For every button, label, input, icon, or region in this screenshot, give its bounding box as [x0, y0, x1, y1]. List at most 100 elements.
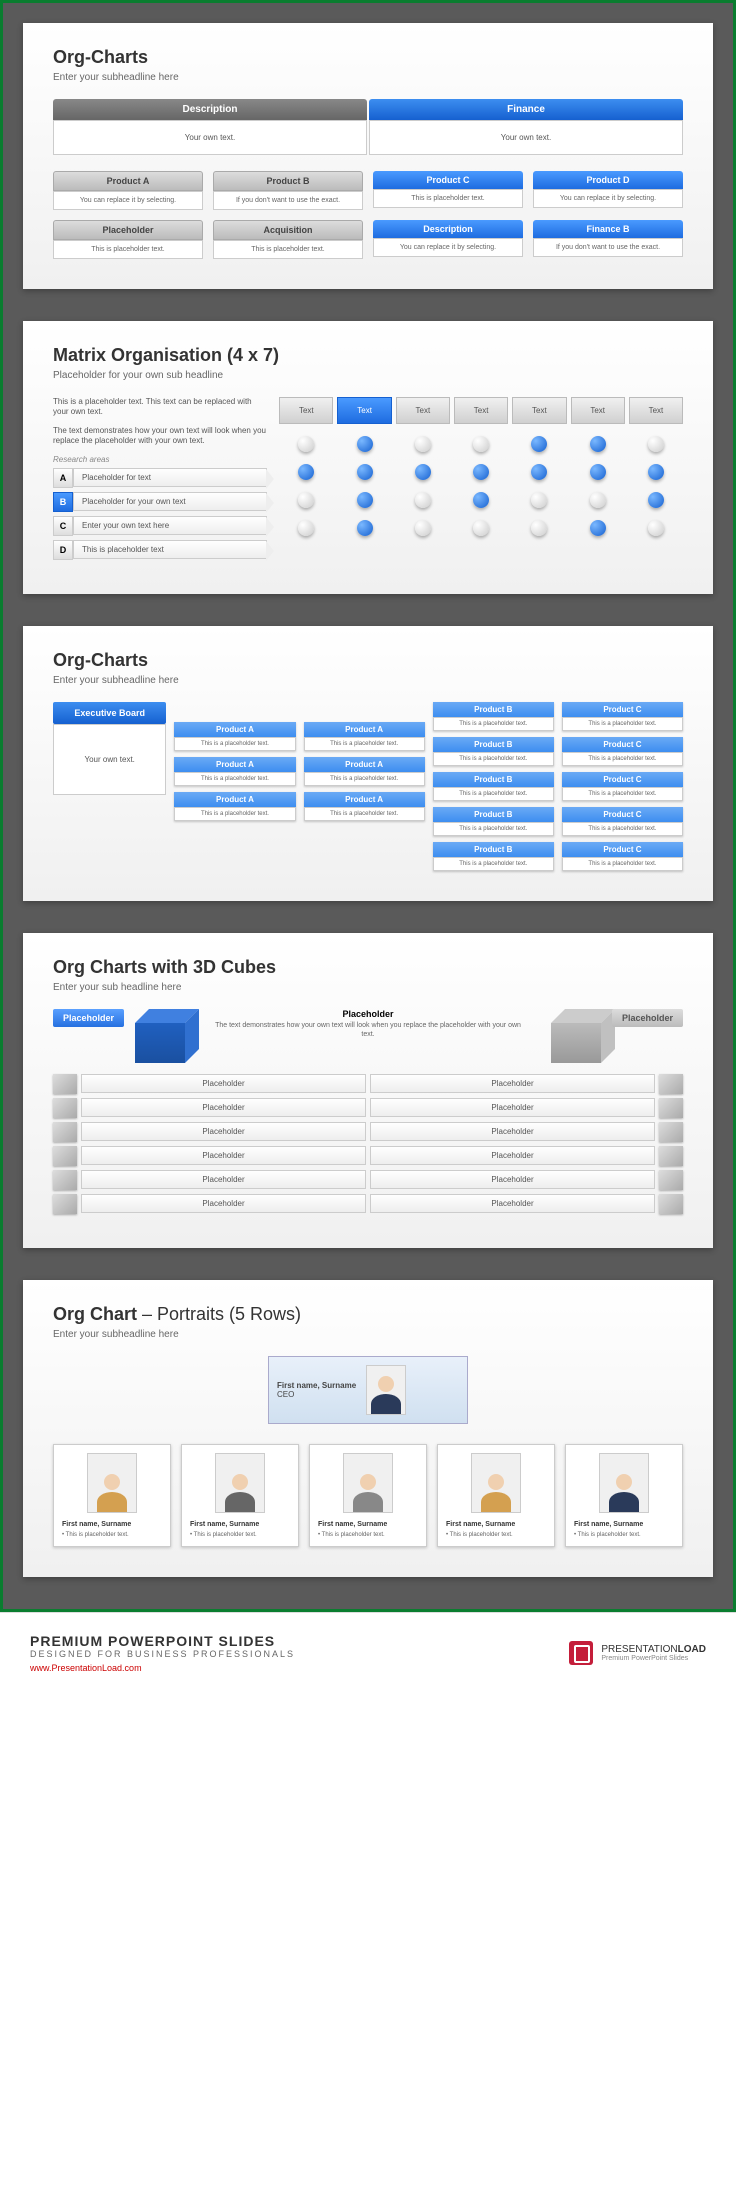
item-header: Product C	[562, 807, 683, 822]
org-item: Product C This is a placeholder text.	[562, 737, 683, 766]
grid-cell: Finance B If you don't want to use the e…	[533, 220, 683, 259]
cell-label: Product B	[213, 171, 363, 191]
exec-body: Your own text.	[53, 724, 166, 795]
footer-tagline: Designed for Business Professionals	[30, 1649, 295, 1659]
person-card: First name, Surname • This is placeholde…	[53, 1444, 171, 1547]
placeholder-tag-right: Placeholder	[612, 1009, 683, 1027]
column-tag: Text	[396, 397, 450, 424]
cell-label: Description	[373, 220, 523, 238]
slide-portraits: Org Chart – Portraits (5 Rows) Enter you…	[23, 1280, 713, 1577]
org-item: Product B This is a placeholder text.	[433, 807, 554, 836]
matrix-dot	[298, 492, 314, 508]
matrix-dot	[590, 520, 606, 536]
item-header: Product C	[562, 702, 683, 717]
row-label: This is placeholder text	[73, 540, 267, 559]
grid-cell: Product C This is placeholder text.	[373, 171, 523, 210]
small-cube-icon	[53, 1074, 77, 1094]
column-tag: Text	[629, 397, 683, 424]
item-header: Product B	[433, 842, 554, 857]
item-header: Product B	[433, 702, 554, 717]
matrix-dot	[590, 492, 606, 508]
person-name: First name, Surname	[190, 1521, 290, 1528]
item-body: This is a placeholder text.	[433, 787, 554, 801]
matrix-row: D This is placeholder text	[53, 540, 267, 560]
row-label: Enter your own text here	[73, 516, 267, 535]
slide-subtitle: Enter your subheadline here	[53, 675, 683, 686]
slide-subtitle: Enter your sub headline here	[53, 982, 683, 993]
matrix-dot	[415, 436, 431, 452]
avatar-icon	[599, 1453, 649, 1513]
footer-url: www.PresentationLoad.com	[30, 1663, 295, 1673]
cell-text: This is placeholder text.	[213, 240, 363, 259]
matrix-dot	[531, 464, 547, 480]
matrix-dot	[648, 464, 664, 480]
item-body: This is a placeholder text.	[562, 752, 683, 766]
matrix-dot	[357, 520, 373, 536]
item-body: This is a placeholder text.	[562, 787, 683, 801]
org-item: Product A This is a placeholder text.	[304, 757, 425, 786]
small-cube-icon	[659, 1074, 683, 1094]
org-item: Product A This is a placeholder text.	[174, 722, 295, 751]
person-text: • This is placeholder text.	[190, 1532, 290, 1538]
cube-row: Placeholder Placeholder	[53, 1122, 683, 1142]
ceo-card: First name, Surname CEO	[268, 1356, 468, 1424]
item-header: Product A	[174, 757, 295, 772]
column-body: Your own text.	[53, 120, 367, 155]
matrix-dot	[531, 436, 547, 452]
item-body: This is a placeholder text.	[562, 857, 683, 871]
row-letter-badge: C	[53, 516, 73, 536]
cell-text: If you don't want to use the exact.	[213, 191, 363, 210]
cell-text: This is placeholder text.	[53, 240, 203, 259]
matrix-dot	[473, 520, 489, 536]
cube-row: Placeholder Placeholder	[53, 1098, 683, 1118]
matrix-dot	[357, 492, 373, 508]
matrix-dot	[473, 436, 489, 452]
matrix-dot	[415, 464, 431, 480]
avatar-icon	[343, 1453, 393, 1513]
item-body: This is a placeholder text.	[304, 772, 425, 786]
org-item: Product A This is a placeholder text.	[174, 757, 295, 786]
grid-cell: Placeholder This is placeholder text.	[53, 220, 203, 259]
matrix-dot	[473, 464, 489, 480]
matrix-dot	[590, 464, 606, 480]
column-body: Your own text.	[369, 120, 683, 155]
matrix-dot	[531, 492, 547, 508]
column-header: Finance	[369, 99, 683, 120]
cube-row: Placeholder Placeholder	[53, 1194, 683, 1214]
item-header: Product C	[562, 772, 683, 787]
column-tag: Text	[571, 397, 625, 424]
item-body: This is a placeholder text.	[433, 857, 554, 871]
cell-text: You can replace it by selecting.	[533, 189, 683, 208]
item-header: Product A	[174, 792, 295, 807]
ceo-role: CEO	[277, 1390, 294, 1399]
matrix-dot	[590, 436, 606, 452]
paragraph: The text demonstrates how your own text …	[53, 426, 267, 447]
placeholder-bar: Placeholder	[370, 1170, 655, 1189]
item-body: This is a placeholder text.	[174, 737, 295, 751]
cell-text: If you don't want to use the exact.	[533, 238, 683, 257]
person-name: First name, Surname	[62, 1521, 162, 1528]
avatar-icon	[366, 1365, 406, 1415]
placeholder-bar: Placeholder	[81, 1098, 366, 1117]
row-letter-badge: A	[53, 468, 73, 488]
org-item: Product B This is a placeholder text.	[433, 842, 554, 871]
row-letter-badge: B	[53, 492, 73, 512]
row-label: Placeholder for text	[73, 468, 267, 487]
small-cube-icon	[659, 1098, 683, 1118]
cell-label: Acquisition	[213, 220, 363, 240]
row-letter-badge: D	[53, 540, 73, 560]
cell-label: Product C	[373, 171, 523, 189]
placeholder-bar: Placeholder	[81, 1194, 366, 1213]
placeholder-bar: Placeholder	[81, 1074, 366, 1093]
cell-text: This is placeholder text.	[373, 189, 523, 208]
item-header: Product A	[304, 792, 425, 807]
avatar-icon	[87, 1453, 137, 1513]
placeholder-bar: Placeholder	[370, 1098, 655, 1117]
placeholder-bar: Placeholder	[370, 1074, 655, 1093]
presentationload-logo-icon	[569, 1641, 593, 1665]
slide-subtitle: Enter your subheadline here	[53, 1329, 683, 1340]
placeholder-bar: Placeholder	[370, 1146, 655, 1165]
item-header: Product A	[304, 722, 425, 737]
column-tag: Text	[454, 397, 508, 424]
grid-cell: Description You can replace it by select…	[373, 220, 523, 259]
